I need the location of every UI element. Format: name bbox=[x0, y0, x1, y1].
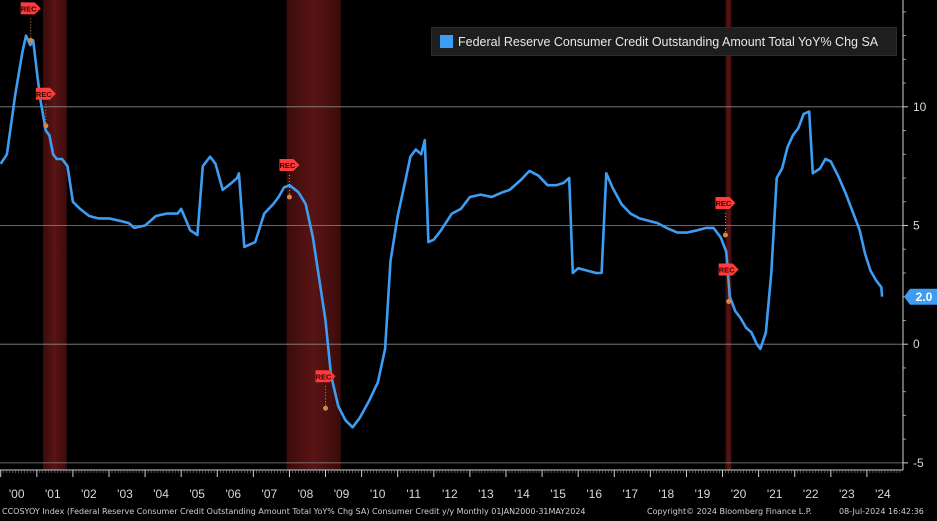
x-tick-label: '15 bbox=[550, 487, 566, 501]
rec-flag-label: REC bbox=[21, 4, 37, 13]
series-line bbox=[0, 34, 884, 429]
x-tick-label: '00 bbox=[9, 487, 25, 501]
rec-marker: REC bbox=[315, 370, 336, 411]
rec-flag bbox=[35, 87, 56, 100]
y-tick-label: -5 bbox=[913, 456, 924, 470]
x-tick-label: '10 bbox=[370, 487, 386, 501]
x-tick-label: '17 bbox=[622, 487, 638, 501]
rec-marker: REC bbox=[715, 197, 736, 238]
rec-point bbox=[726, 298, 732, 304]
x-tick-label: '13 bbox=[478, 487, 494, 501]
gridlines bbox=[0, 106, 903, 464]
line-chart: '00 '01 '02 '03 '04 '05 '06 '07 '08 '09 '10 '11 '12 '… bbox=[0, 0, 937, 501]
rec-flag-label: REC bbox=[316, 372, 332, 381]
x-tick-label: '14 bbox=[514, 487, 530, 501]
x-tick-label: '19 bbox=[695, 487, 711, 501]
legend-label: Federal Reserve Consumer Credit Outstand… bbox=[458, 34, 879, 49]
x-tick-label: '20 bbox=[731, 487, 747, 501]
y-axis: 10 5 0 -5 bbox=[902, 0, 927, 470]
rec-flag-label: REC bbox=[36, 90, 52, 99]
series bbox=[0, 34, 884, 429]
x-tick-label: '23 bbox=[839, 487, 855, 501]
rec-marker: REC bbox=[279, 159, 300, 200]
rec-flag-label: REC bbox=[719, 265, 735, 274]
rec-point bbox=[43, 123, 49, 129]
x-tick-label: '24 bbox=[875, 487, 891, 501]
x-tick-label: '06 bbox=[225, 487, 241, 501]
x-tick-label: '08 bbox=[298, 487, 314, 501]
recession-band bbox=[42, 0, 67, 470]
recession-markers: REC REC REC REC REC REC bbox=[20, 2, 739, 411]
rec-flag bbox=[279, 159, 300, 172]
rec-flag bbox=[718, 263, 739, 276]
x-tick-label: '12 bbox=[442, 487, 458, 501]
x-axis: '00 '01 '02 '03 '04 '05 '06 '07 '08 '09 '10 '11 '12 '… bbox=[0, 469, 903, 501]
recession-bands bbox=[42, 0, 732, 470]
x-tick-label: '03 bbox=[117, 487, 133, 501]
rec-flag-label: REC bbox=[280, 161, 296, 170]
rec-marker: REC bbox=[20, 2, 41, 43]
rec-marker: REC bbox=[718, 263, 739, 304]
y-tick-label: 0 bbox=[913, 337, 920, 351]
x-tick-label: '07 bbox=[262, 487, 278, 501]
x-tick-label: '21 bbox=[767, 487, 783, 501]
x-tick-label: '09 bbox=[334, 487, 350, 501]
x-tick-label: '16 bbox=[586, 487, 602, 501]
footer-copyright: Copyright© 2024 Bloomberg Finance L.P. bbox=[647, 507, 812, 516]
rec-flag bbox=[20, 2, 41, 15]
rec-point bbox=[286, 194, 292, 200]
recession-band bbox=[725, 0, 732, 470]
x-tick-label: '11 bbox=[406, 487, 421, 501]
x-tick-label: '01 bbox=[45, 487, 61, 501]
rec-point bbox=[28, 37, 34, 43]
rec-flag bbox=[715, 197, 736, 209]
last-value-label: 2.0 bbox=[916, 290, 933, 304]
x-tick-label: '22 bbox=[803, 487, 819, 501]
legend-swatch bbox=[440, 35, 453, 48]
x-tick-label: '04 bbox=[153, 487, 169, 501]
rec-flag bbox=[315, 370, 336, 383]
x-tick-label: '05 bbox=[189, 487, 205, 501]
footer-timestamp: 08-Jul-2024 16:42:36 bbox=[839, 507, 924, 516]
last-value-group: 2.0 bbox=[904, 288, 937, 305]
rec-point bbox=[323, 405, 329, 411]
rec-flag-label: REC bbox=[716, 199, 732, 208]
legend: Federal Reserve Consumer Credit Outstand… bbox=[431, 27, 897, 56]
y-tick-label: 10 bbox=[913, 100, 927, 114]
rec-marker: REC bbox=[35, 87, 56, 129]
footer-description: CCOSYOY Index (Federal Reserve Consumer … bbox=[2, 507, 586, 516]
rec-point bbox=[722, 232, 728, 238]
x-tick-label: '18 bbox=[659, 487, 675, 501]
last-value-tag bbox=[904, 288, 937, 305]
x-tick-label: '02 bbox=[81, 487, 97, 501]
y-tick-label: 5 bbox=[913, 219, 920, 233]
footer: CCOSYOY Index (Federal Reserve Consumer … bbox=[0, 503, 937, 521]
